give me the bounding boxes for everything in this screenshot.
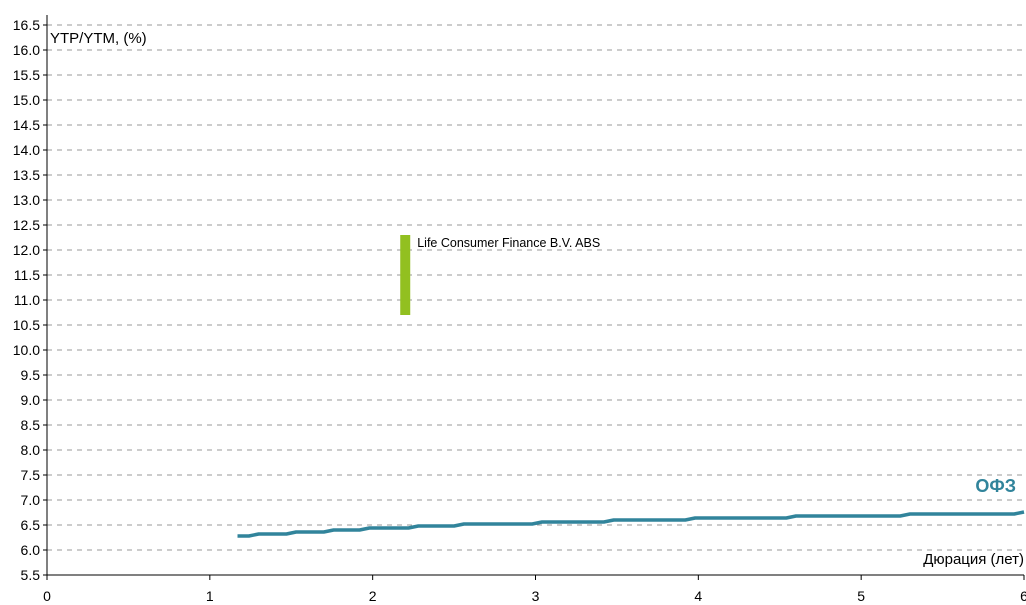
- y-tick-label: 7.5: [21, 467, 41, 483]
- x-tick-labels: 0 1 2 3 4 5 6: [43, 575, 1026, 604]
- range-bar-label: Life Consumer Finance B.V. ABS: [417, 236, 600, 250]
- y-tick-label: 7.0: [21, 492, 41, 508]
- y-tick-label: 5.5: [21, 567, 41, 583]
- y-tick-label: 13.5: [13, 167, 40, 183]
- y-tick-label: 9.5: [21, 367, 41, 383]
- x-tick-label: 5: [857, 588, 865, 604]
- y-tick-label: 10.0: [13, 342, 40, 358]
- x-axis-title: Дюрация (лет): [923, 551, 1024, 568]
- y-tick-label: 11.0: [14, 292, 40, 308]
- y-tick-label: 6.5: [21, 517, 41, 533]
- x-tick-label: 1: [206, 588, 214, 604]
- series-layer: ОФЗ: [237, 476, 1025, 538]
- x-tick-label: 4: [694, 588, 702, 604]
- y-tick-label: 11.5: [14, 267, 40, 283]
- y-tick-label: 6.0: [21, 542, 41, 558]
- series-line-ofz: [237, 510, 1025, 538]
- x-tick-label: 3: [532, 588, 540, 604]
- series-label-ofz: ОФЗ: [975, 476, 1016, 496]
- x-tick-label: 2: [369, 588, 377, 604]
- y-tick-label: 15.0: [13, 92, 40, 108]
- y-tick-label: 9.0: [21, 392, 41, 408]
- y-axis-title: YTP/YTM, (%): [50, 30, 147, 47]
- y-tick-label: 12.0: [13, 242, 40, 258]
- y-tick-label: 13.0: [13, 192, 40, 208]
- y-tick-label: 15.5: [13, 67, 40, 83]
- range-bar-layer: Life Consumer Finance B.V. ABS: [400, 235, 600, 315]
- y-tick-label: 16.5: [13, 17, 40, 33]
- axes: [46, 15, 1024, 576]
- y-tick-label: 16.0: [13, 42, 40, 58]
- y-tick-label: 14.0: [13, 142, 40, 158]
- x-tick-label: 6: [1020, 588, 1026, 604]
- y-tick-labels: 5.5 6.0 6.5 7.0 7.5 8.0 8.5 9.0 9.5 10.0 10.5 11.0 1…: [13, 17, 47, 583]
- grid-lines: [47, 24, 1024, 551]
- x-tick-label: 0: [43, 588, 51, 604]
- y-tick-label: 12.5: [13, 217, 40, 233]
- y-tick-label: 10.5: [13, 317, 40, 333]
- y-tick-label: 8.0: [21, 442, 41, 458]
- y-tick-label: 8.5: [21, 417, 41, 433]
- range-bar: [400, 235, 411, 315]
- y-tick-label: 14.5: [13, 117, 40, 133]
